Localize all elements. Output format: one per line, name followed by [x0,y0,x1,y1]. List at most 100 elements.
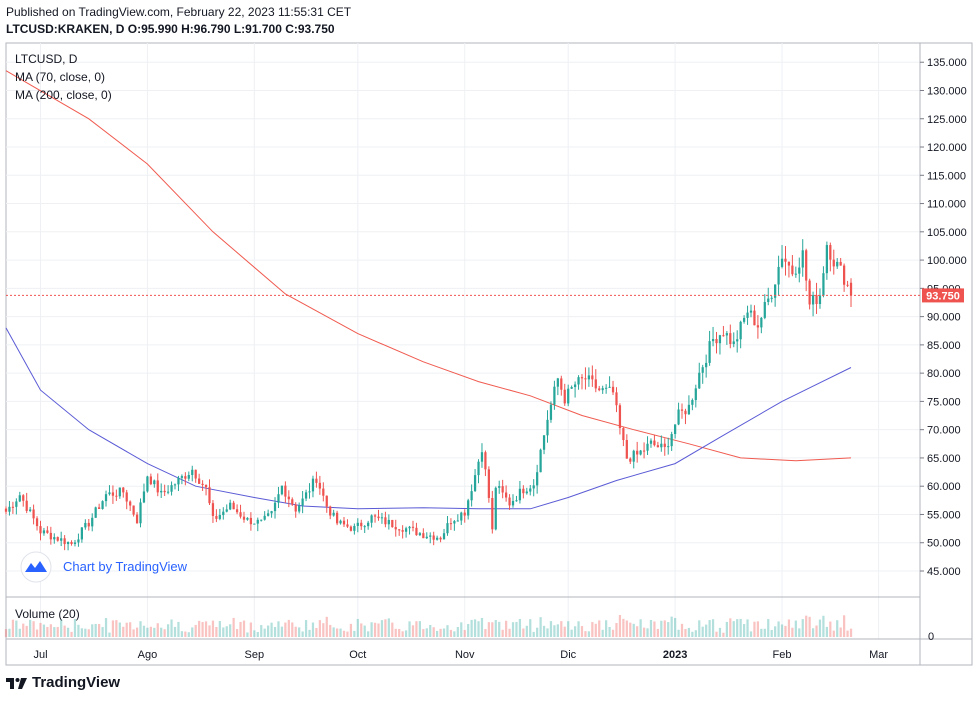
volume-bar [401,631,404,637]
watermark[interactable]: Chart by TradingView [20,551,188,583]
last-price-badge: 93.750 [922,288,964,303]
candle-body [404,528,408,532]
candle-body [101,501,104,509]
volume-bar [22,623,25,637]
volume-bar [146,627,149,637]
volume-bar [739,618,742,637]
volume-bar [25,625,28,637]
candle-body [670,434,673,447]
price-tick-label: 90.000 [927,312,961,324]
watermark-text: Chart by TradingView [63,559,188,574]
candle-body [367,522,370,527]
candle-body [260,519,263,521]
price-tick-label: 135.000 [927,57,967,69]
volume-bar [653,621,656,637]
volume-bar [815,625,818,637]
volume-bar [767,619,770,637]
candle-body [553,386,556,405]
candle-body [439,537,442,540]
candle-body [256,519,259,524]
candle-body [698,372,701,389]
candle-body [780,258,784,267]
candle-body [570,387,573,389]
price-tick-label: 110.000 [927,199,966,211]
volume-bar [846,630,849,637]
volume-bar [787,619,791,637]
volume-bar [832,630,835,637]
volume-bar [11,619,15,637]
volume-bar [367,631,370,637]
candle-body [401,530,404,532]
candle-body [60,538,63,541]
candle-body [436,537,439,540]
volume-bar [4,629,8,637]
volume-bar [429,624,432,637]
candle-body [77,539,80,543]
volume-bar [425,628,428,637]
candle-body [208,487,211,504]
candle-body [556,378,559,387]
candle-body [218,515,221,519]
last-price-text: 93.750 [926,290,960,302]
volume-bar [153,627,156,637]
volume-bar [801,619,804,637]
volume-bar [756,621,760,637]
volume-bar [615,623,618,637]
ma200-path [5,70,852,462]
candle-body [629,458,632,462]
footer: TradingView [6,674,120,691]
candle-body [118,487,121,497]
volume-bar [649,619,653,637]
candle-body [329,506,332,516]
volume-bar [805,615,808,637]
candle-body [663,443,666,447]
candle-body [270,511,273,514]
candle-body [32,509,35,519]
time-tick-label: Mar [869,649,888,661]
candle-body [122,487,125,493]
candle-body [56,537,59,541]
candle-body [98,507,101,509]
volume-bar [504,620,508,637]
volume-bar [94,623,97,637]
volume-bar [222,627,225,637]
candle-body [246,517,249,520]
candle-body [349,526,353,531]
candle-body [294,504,297,512]
volume-bar [570,629,573,637]
volume-bar [629,622,632,637]
volume-bar [473,619,477,637]
candle-body [325,495,328,507]
candle-body [187,474,190,479]
volume-bar [663,620,666,637]
candle-body [429,535,432,537]
volume-bar [729,618,732,637]
candle-body [770,297,773,299]
volume-bar [515,621,518,637]
candle-body [787,261,791,266]
volume-bar [584,631,587,637]
volume-bar [267,625,270,637]
candle-body [756,325,760,328]
candle-body [180,476,184,478]
volume-bar [618,615,622,637]
candle-body [384,517,387,525]
volume-bar [556,624,559,637]
volume-bar [818,619,822,637]
volume-bar [587,631,591,637]
volume-bar [577,621,580,637]
candle-body [301,498,304,506]
volume-bar [63,625,66,637]
candle-body [660,443,663,448]
volume-bar [191,627,194,637]
candle-body [680,409,684,411]
candle-body [315,478,318,483]
price-tick-label: 130.000 [927,85,967,97]
volume-bar [477,621,480,637]
volume-bar [39,622,42,637]
candle-body [49,532,52,540]
candle-body [749,310,753,313]
volume-bar [660,620,663,637]
candle-body [587,375,591,380]
